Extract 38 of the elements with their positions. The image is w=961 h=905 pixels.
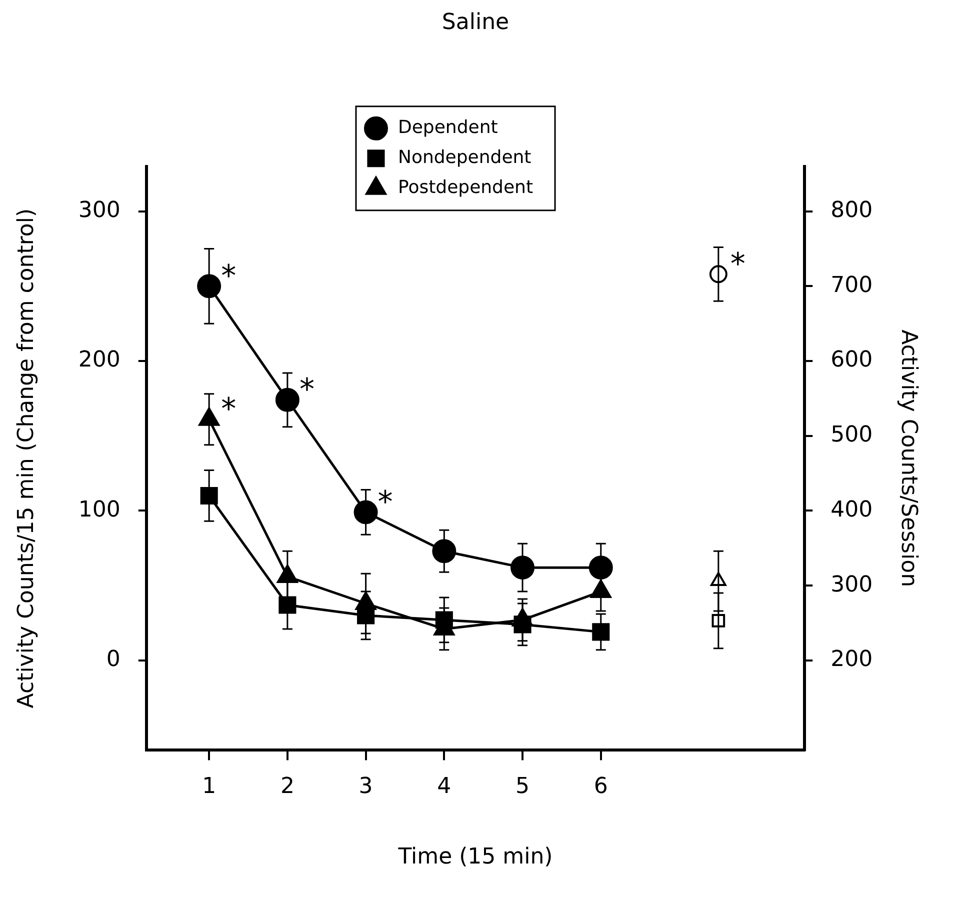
point: [354, 500, 378, 524]
y2-tick-label: 200: [830, 647, 873, 672]
x-tick-label: 1: [202, 774, 216, 800]
x-tick-label: 6: [594, 774, 608, 800]
chart-title: Saline: [442, 10, 510, 35]
y2-tick-label: 700: [830, 272, 873, 298]
point: [592, 623, 610, 641]
annotation: *: [378, 484, 393, 520]
annotation: *: [221, 258, 236, 294]
x-tick-label: 5: [516, 774, 530, 800]
point: [200, 486, 218, 504]
y2-axis-title: Activity Counts/Session: [896, 330, 922, 588]
point: [275, 388, 300, 412]
point: [510, 556, 535, 580]
y-tick-label: 100: [78, 497, 120, 522]
y-tick-label: 300: [78, 198, 120, 224]
point: [588, 556, 613, 580]
y-tick-label: 0: [106, 647, 120, 672]
annotation: *: [221, 392, 236, 428]
y2-tick-label: 500: [830, 422, 873, 448]
y2-tick-label: 400: [830, 497, 873, 522]
annotation: *: [299, 372, 314, 408]
x-tick-label: 3: [358, 774, 373, 800]
point: [278, 596, 296, 614]
x-tick-label: 4: [437, 774, 452, 800]
legend-label: Postdependent: [398, 177, 534, 198]
y-axis-title: Activity Counts/15 min (Change from control): [14, 208, 39, 708]
y2-tick-label: 600: [830, 348, 873, 373]
y2-tick-label: 800: [830, 198, 873, 224]
y2-tick-label: 300: [830, 572, 873, 598]
point: [432, 539, 456, 564]
x-tick-label: 2: [280, 774, 294, 800]
point: [197, 274, 222, 298]
y-tick-label: 200: [78, 348, 120, 373]
legend-label: Nondependent: [398, 147, 532, 168]
annotation: *: [730, 246, 746, 282]
x-axis-title: Time (15 min): [397, 844, 553, 870]
legend-label: Dependent: [398, 117, 498, 138]
